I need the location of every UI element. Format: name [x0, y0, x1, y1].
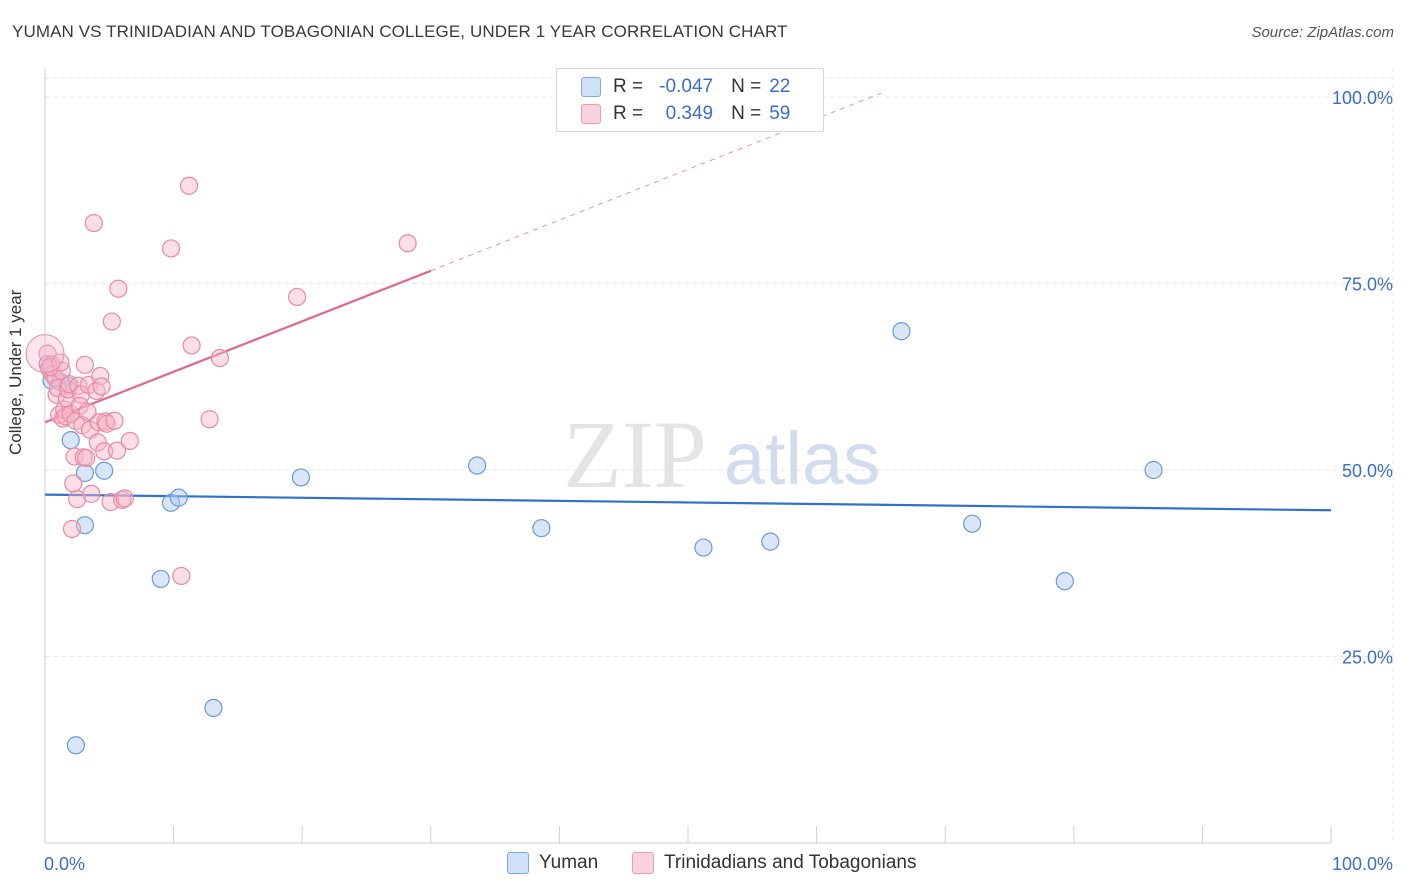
y-tick-label: 75.0% — [1342, 275, 1393, 295]
point-yuman — [467, 456, 487, 475]
y-tick-label: 25.0% — [1342, 648, 1393, 668]
point-yuman — [95, 461, 114, 480]
point-trinidadian — [38, 344, 57, 363]
n-label: N = — [731, 76, 762, 97]
point-trinidadian — [77, 448, 96, 468]
point-trinidadian — [95, 442, 114, 461]
point-trinidadian — [200, 410, 219, 429]
point-trinidadian — [51, 353, 70, 372]
point-trinidadian — [75, 355, 94, 374]
trendline-trinidadian — [44, 269, 432, 424]
data-points — [25, 176, 1163, 755]
legend-item-yuman: Yuman — [507, 852, 598, 874]
watermark-zip: ZIP — [563, 401, 707, 508]
watermark-atlas: atlas — [724, 417, 880, 500]
point-trinidadian — [115, 489, 134, 508]
point-trinidadian — [78, 402, 97, 421]
point-yuman — [892, 322, 911, 341]
trendline-yuman — [44, 493, 1332, 512]
r-label: R = — [613, 103, 644, 124]
point-trinidadian — [172, 566, 191, 586]
legend-swatch-yuman — [507, 852, 529, 874]
point-trinidadian — [107, 441, 127, 460]
point-yuman — [75, 463, 94, 483]
legend-label-trinidadian: Trinidadians and Tobagonians — [664, 852, 917, 873]
point-trinidadian-large — [25, 334, 65, 374]
point-trinidadian — [161, 239, 181, 258]
point-yuman — [694, 538, 713, 557]
point-trinidadian — [84, 213, 103, 233]
legend-swatch-yuman — [581, 77, 601, 97]
point-yuman — [66, 736, 85, 755]
point-trinidadian — [47, 385, 66, 404]
chart-title: YUMAN VS TRINIDADIAN AND TOBAGONIAN COLL… — [12, 22, 788, 41]
r-value: 0.349 — [665, 103, 714, 124]
r-value: -0.047 — [659, 76, 714, 97]
r-label: R = — [613, 76, 644, 97]
tick-labels: 25.0% 50.0% 75.0% 100.0% 0.0% 100.0% — [44, 88, 1393, 874]
point-trinidadian — [398, 234, 417, 253]
correlation-legend: R = -0.047 N = 22 R = 0.349 N = 59 — [556, 68, 824, 132]
legend-item-trinidadian: Trinidadians and Tobagonians — [632, 852, 916, 874]
point-trinidadian — [102, 312, 121, 331]
n-value: 22 — [769, 76, 791, 97]
point-trinidadian — [120, 431, 139, 451]
y-tick-label: 100.0% — [1332, 88, 1393, 108]
point-yuman — [291, 468, 311, 487]
y-tick-label: 50.0% — [1342, 461, 1393, 481]
point-yuman — [1055, 572, 1074, 591]
source-label: Source: ZipAtlas.com — [1251, 24, 1394, 41]
point-yuman — [169, 488, 188, 507]
point-yuman — [1144, 460, 1163, 480]
legend-row-yuman: R = -0.047 N = 22 — [581, 74, 790, 100]
point-trinidadian — [82, 484, 101, 503]
point-trinidadian — [60, 375, 79, 394]
y-axis-label: College, Under 1 year — [6, 289, 25, 455]
point-trinidadian — [89, 413, 109, 432]
legend-swatch-trinidadian — [581, 104, 601, 124]
point-yuman — [963, 514, 982, 533]
legend-label-yuman: Yuman — [539, 852, 599, 873]
series-legend: Yuman Trinidadians and Tobagonians — [0, 850, 1406, 878]
legend-row-trinidadian: R = 0.349 N = 59 — [581, 101, 790, 127]
point-trinidadian — [64, 474, 83, 493]
watermark: ZIP atlas — [563, 401, 880, 508]
x-tick-label: 0.0% — [44, 854, 85, 874]
point-trinidadian — [101, 492, 120, 512]
point-trinidadian — [179, 176, 199, 195]
point-trinidadian — [88, 433, 107, 452]
point-trinidadian — [287, 287, 307, 307]
point-trinidadian — [105, 411, 124, 430]
n-value: 59 — [769, 103, 791, 124]
n-label: N = — [731, 103, 762, 124]
point-yuman — [532, 519, 551, 538]
point-trinidadian — [68, 489, 87, 509]
point-trinidadian — [210, 349, 229, 368]
point-yuman — [204, 698, 223, 718]
x-tick-label: 100.0% — [1332, 854, 1393, 874]
point-trinidadian — [92, 377, 111, 396]
point-trinidadian — [182, 336, 201, 355]
point-trinidadian — [62, 519, 82, 539]
point-yuman — [61, 431, 80, 450]
legend-swatch-trinidadian — [632, 852, 654, 874]
point-yuman — [151, 569, 170, 589]
point-yuman — [761, 532, 780, 551]
gridlines — [45, 68, 1394, 843]
axes — [44, 68, 1332, 844]
point-trinidadian — [109, 279, 128, 298]
